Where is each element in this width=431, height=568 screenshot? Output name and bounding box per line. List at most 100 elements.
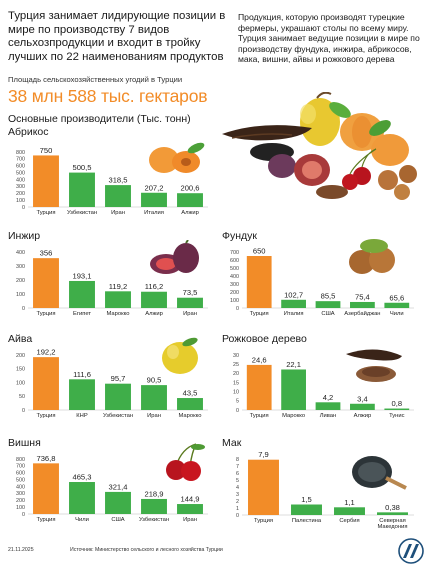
data-label: 24,6	[252, 355, 267, 364]
y-tick-label: 200	[16, 498, 25, 504]
y-tick-label: 0	[236, 513, 239, 519]
category-label: Италия	[144, 210, 164, 216]
producers-label: Основные производители (Тыс. тонн)	[8, 113, 191, 125]
category-label: Иран	[183, 517, 197, 523]
bar	[141, 291, 167, 308]
y-tick-label: 700	[230, 250, 239, 256]
category-label: Турция	[37, 311, 56, 317]
category-label: Турция	[37, 210, 56, 216]
y-tick-label: 4	[236, 485, 239, 491]
category-label: Турция	[250, 311, 269, 317]
y-tick-label: 300	[16, 264, 25, 270]
cherry-icon	[166, 443, 205, 481]
aa-logo-icon	[398, 538, 424, 564]
carob-icon	[346, 349, 402, 382]
y-tick-label: 300	[230, 282, 239, 288]
bar	[350, 403, 375, 410]
bar	[105, 383, 131, 410]
bar	[177, 297, 203, 308]
y-tick-label: 150	[16, 367, 25, 373]
bar	[105, 491, 131, 514]
y-tick-label: 300	[16, 491, 25, 497]
y-tick-label: 500	[230, 266, 239, 272]
bar	[69, 379, 95, 410]
chart-title: Абрикос	[8, 126, 49, 138]
bar	[246, 364, 272, 410]
bar	[69, 280, 95, 308]
bar	[141, 192, 167, 207]
y-tick-label: 600	[16, 164, 25, 170]
category-label: Сербия	[339, 518, 359, 524]
category-label: Турция	[37, 413, 56, 419]
bar	[350, 301, 375, 308]
data-label: 192,2	[36, 348, 55, 357]
y-tick-label: 1	[236, 506, 239, 512]
bar	[334, 507, 365, 515]
y-tick-label: 700	[16, 464, 25, 470]
y-tick-label: 500	[16, 170, 25, 176]
data-label: 318,5	[108, 176, 127, 185]
data-label: 65,6	[389, 293, 404, 302]
bar	[33, 357, 59, 410]
data-label: 22,1	[286, 360, 301, 369]
chart-title: Мак	[222, 437, 242, 449]
data-label: 200,6	[180, 184, 199, 193]
category-label: Иран	[147, 413, 161, 419]
data-label: 465,3	[72, 473, 91, 482]
apricot-icon	[149, 142, 205, 173]
data-label: 102,7	[284, 290, 303, 299]
fig-icon	[150, 240, 199, 274]
category-label: Македония	[377, 524, 407, 530]
category-label: Турция	[250, 413, 269, 419]
y-tick-label: 800	[16, 150, 25, 156]
data-label: 90,5	[147, 376, 162, 385]
y-tick-label: 3	[236, 492, 239, 498]
y-tick-label: 500	[16, 477, 25, 483]
y-tick-label: 0	[22, 205, 25, 211]
bar	[315, 402, 341, 410]
bar	[246, 256, 272, 308]
category-label: Тунис	[389, 413, 405, 419]
y-tick-label: 0	[22, 512, 25, 518]
y-tick-label: 600	[16, 471, 25, 477]
category-label: Алжир	[354, 413, 372, 419]
y-tick-label: 15	[233, 380, 239, 386]
y-tick-label: 100	[230, 298, 239, 304]
y-tick-label: 7	[236, 464, 239, 470]
footer-source: Источник: Министерство сельского и лесно…	[70, 547, 223, 553]
chart-title: Айва	[8, 333, 33, 345]
data-label: 650	[253, 247, 266, 256]
y-tick-label: 5	[236, 478, 239, 484]
bar	[69, 172, 95, 207]
y-tick-label: 400	[230, 274, 239, 280]
data-label: 7,9	[258, 450, 269, 459]
y-tick-label: 5	[236, 399, 239, 405]
bar	[69, 482, 95, 514]
data-label: 144,9	[180, 495, 199, 504]
y-tick-label: 200	[16, 278, 25, 284]
y-tick-label: 50	[19, 394, 25, 400]
y-tick-label: 0	[22, 306, 25, 312]
bar	[315, 301, 341, 308]
y-tick-label: 0	[236, 408, 239, 414]
data-label: 1,1	[344, 498, 355, 507]
category-label: Азербайджан	[344, 310, 380, 317]
data-label: 207,2	[144, 183, 163, 192]
data-label: 1,5	[301, 495, 312, 504]
data-label: 43,5	[183, 389, 198, 398]
area-value: 38 млн 588 тыс. гектаров	[8, 86, 208, 106]
bar	[33, 258, 59, 308]
category-label: Египет	[73, 311, 91, 317]
y-tick-label: 200	[16, 191, 25, 197]
y-tick-label: 100	[16, 198, 25, 204]
data-label: 193,1	[72, 271, 91, 280]
data-label: 356	[40, 249, 53, 258]
footer-date: 21.11.2025	[8, 547, 34, 553]
bar	[177, 504, 203, 514]
data-label: 3,4	[357, 394, 368, 403]
y-tick-label: 6	[236, 471, 239, 477]
